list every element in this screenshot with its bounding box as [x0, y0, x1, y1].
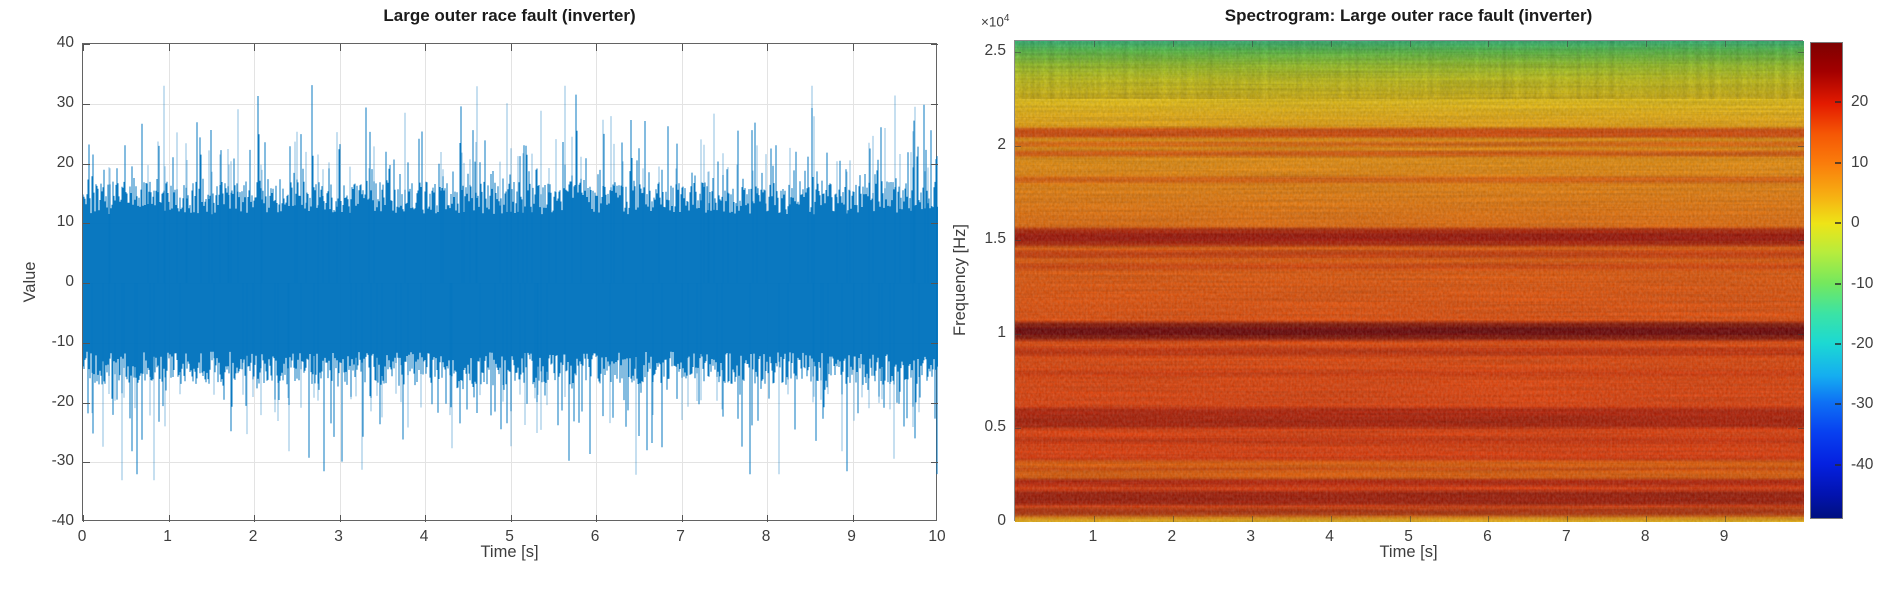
- waveform-x-tick-label: 3: [334, 528, 343, 545]
- colorbar-tick-mark: [1835, 222, 1841, 225]
- spectrogram-speckle-light: [1015, 41, 1804, 522]
- colorbar-tick-label: 20: [1851, 93, 1869, 111]
- spectrogram-y-tick-label: 2: [997, 136, 1006, 153]
- waveform-y-tick-label: -10: [51, 332, 74, 350]
- spectrogram-x-tick-label: 1: [1088, 528, 1098, 545]
- spectrogram-x-tick-label: 3: [1246, 528, 1255, 545]
- spectrogram-x-tick-label: 6: [1483, 528, 1492, 545]
- colorbar-tick-mark: [1835, 342, 1841, 345]
- waveform-plot-area: [82, 43, 938, 522]
- spectrogram-x-axis-label: Time [s]: [1379, 542, 1438, 561]
- spectrogram-x-tick-label: 5: [1404, 528, 1413, 545]
- colorbar-tick-mark: [1835, 282, 1841, 285]
- waveform-x-tick-label: 4: [419, 528, 429, 545]
- waveform-y-tick-label: 40: [56, 34, 74, 51]
- spectrogram-y-tick-label: 1: [997, 324, 1006, 341]
- colorbar-tick-mark: [1835, 463, 1841, 466]
- colorbar: [1810, 42, 1843, 519]
- colorbar-tick-label: -30: [1851, 395, 1874, 413]
- colorbar-tick-label: 10: [1851, 153, 1869, 171]
- spectrogram-x-tick-label: 7: [1561, 528, 1571, 545]
- spectrogram-y-tick-label: 0.5: [984, 418, 1006, 435]
- colorbar-tick-mark: [1835, 403, 1841, 406]
- colorbar-tick-mark: [1835, 101, 1841, 104]
- spectrogram-x-tick-label: 8: [1640, 528, 1650, 545]
- colorbar-tick-label: 0: [1851, 214, 1860, 232]
- colorbar-tick-label: -20: [1851, 334, 1874, 352]
- waveform-x-tick-label: 7: [676, 528, 685, 545]
- spectrogram-plot-area: [1014, 40, 1804, 522]
- waveform-y-tick-label: 30: [56, 93, 74, 111]
- waveform-y-tick-label: -40: [51, 512, 74, 529]
- spectrogram-title: Spectrogram: Large outer race fault (inv…: [1224, 6, 1593, 25]
- y-axis-exponent-label: ×104: [981, 13, 1010, 30]
- waveform-y-tick-label: 10: [56, 213, 74, 231]
- waveform-x-axis-label: Time [s]: [480, 542, 539, 561]
- waveform-x-tick-label: 8: [761, 528, 771, 545]
- colorbar-tick-label: -40: [1851, 455, 1874, 473]
- waveform-x-tick-label: 2: [248, 528, 258, 545]
- spectrogram-y-tick-label: 2.5: [984, 42, 1006, 59]
- waveform-y-tick-label: -20: [51, 392, 74, 410]
- colorbar-tick-label: -10: [1851, 274, 1874, 292]
- waveform-y-tick-label: 0: [65, 273, 74, 290]
- spectrogram-tick-marks: [1015, 41, 1804, 522]
- waveform-signal: [83, 85, 938, 475]
- waveform-tick-marks: [83, 44, 938, 522]
- spectrogram-y-tick-label: 0: [997, 512, 1006, 529]
- spectrogram-x-tick-label: 9: [1719, 528, 1729, 545]
- waveform-x-tick-label: 10: [928, 528, 946, 545]
- frequency-axis-label: Frequency [Hz]: [950, 224, 969, 336]
- waveform-x-tick-label: 1: [163, 528, 172, 545]
- spectrogram-x-tick-label: 2: [1167, 528, 1177, 545]
- waveform-x-tick-label: 5: [505, 528, 514, 545]
- spectrogram-top-vertical-streaks: [1015, 41, 1804, 99]
- spectrogram-x-tick-label: 4: [1325, 528, 1334, 545]
- waveform-x-tick-label: 0: [77, 528, 87, 545]
- waveform-x-tick-label: 6: [590, 528, 600, 545]
- colorbar-tick-mark: [1835, 161, 1841, 164]
- spectrogram-y-tick-label: 1.5: [984, 230, 1006, 247]
- waveform-x-tick-label: 9: [847, 528, 856, 545]
- waveform-svg: [83, 44, 938, 522]
- spectrogram-image: [1015, 41, 1804, 522]
- waveform-title: Large outer race fault (inverter): [383, 6, 636, 25]
- waveform-y-tick-label: 20: [56, 153, 74, 171]
- waveform-y-tick-label: -30: [51, 452, 74, 470]
